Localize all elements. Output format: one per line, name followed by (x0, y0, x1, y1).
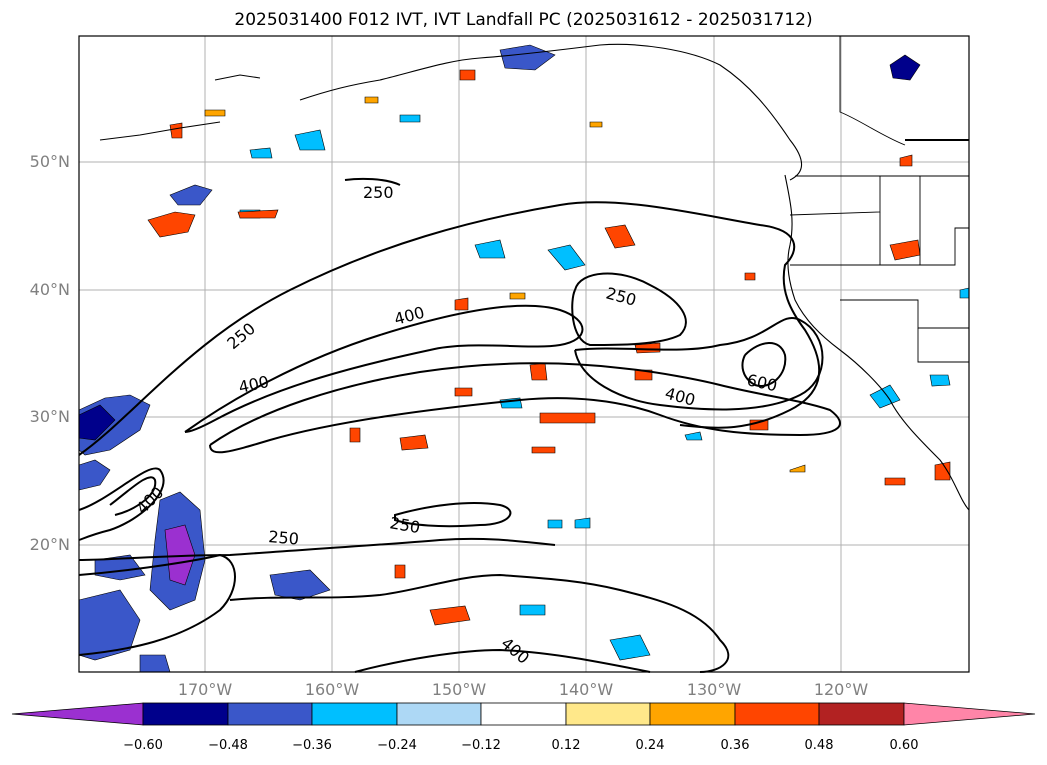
coastlines (99, 43, 970, 511)
colorbar-segment (818, 702, 905, 726)
lon-label: 120°W (813, 680, 869, 699)
borders (789, 36, 969, 363)
colorbar-segment (480, 702, 567, 726)
colorbar-tick: −0.36 (292, 738, 332, 753)
colorbar (11, 702, 1036, 726)
map-frame (78, 35, 970, 673)
lon-label: 160°W (304, 680, 360, 699)
colorbar-extend-left (11, 702, 144, 726)
colorbar-tick: −0.60 (123, 738, 163, 753)
ivt-contours (78, 139, 969, 673)
lon-label: 130°W (686, 680, 742, 699)
lat-label: 50°N (29, 152, 70, 171)
lat-label: 30°N (29, 407, 70, 426)
colorbar-tick: 0.36 (720, 738, 750, 753)
gridlines (79, 36, 969, 672)
colorbar-segment (311, 702, 398, 726)
colorbar-tick: −0.48 (208, 738, 248, 753)
lon-label: 140°W (558, 680, 614, 699)
contour-label: 250 (363, 183, 394, 202)
colorbar-segment (142, 702, 229, 726)
lon-label: 170°W (177, 680, 233, 699)
lon-label: 150°W (431, 680, 487, 699)
colorbar-segment (396, 702, 482, 726)
colorbar-segment (734, 702, 820, 726)
lat-label: 20°N (29, 535, 70, 554)
colorbar-segment (649, 702, 736, 726)
lat-label: 40°N (29, 280, 70, 299)
colorbar-segment (565, 702, 651, 726)
map-background (79, 36, 969, 672)
contour-label: 250 (268, 527, 300, 549)
colorbar-tick: −0.24 (377, 738, 417, 753)
colorbar-extend-right (903, 702, 1036, 726)
colorbar-tick: 0.12 (551, 738, 581, 753)
colorbar-tick: 0.60 (889, 738, 919, 753)
colorbar-tick: 0.24 (635, 738, 665, 753)
colorbar-tick: −0.12 (461, 738, 501, 753)
probability-patches (78, 44, 970, 673)
map-title: 2025031400 F012 IVT, IVT Landfall PC (20… (234, 10, 813, 30)
colorbar-segment (227, 702, 313, 726)
colorbar-tick: 0.48 (804, 738, 834, 753)
